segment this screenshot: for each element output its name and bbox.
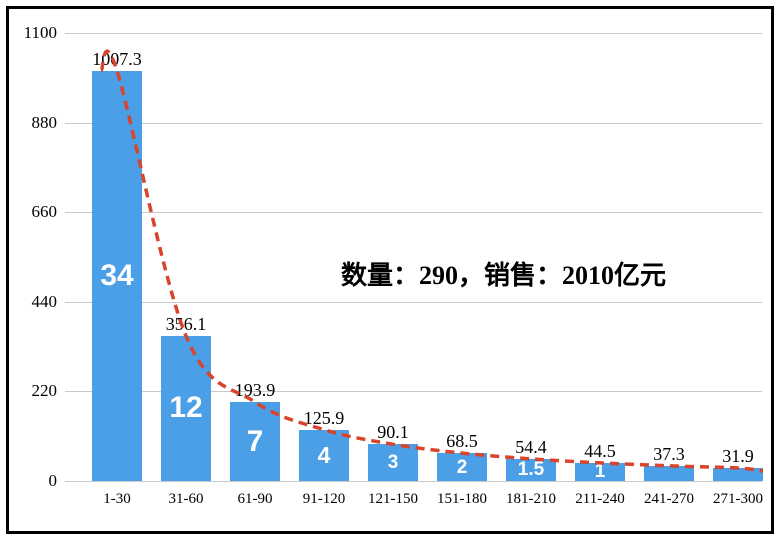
bar: [644, 465, 694, 481]
bar-value-label: 1007.3: [92, 48, 142, 69]
x-axis-label: 61-90: [237, 491, 273, 507]
bar-count-label: 4: [317, 441, 331, 468]
bar-value-label: 356.1: [165, 313, 207, 334]
bar-count-label: 1.5: [517, 459, 545, 481]
chart-frame: 0 220 440 660 880 1100 34 1007.3 12 356.1 7 193.9 4…: [6, 6, 774, 534]
bar-value-label: 37.3: [653, 443, 685, 464]
bar-value-label: 90.1: [377, 422, 409, 443]
y-axis-label: 660: [31, 202, 58, 222]
gridline: [65, 122, 762, 124]
bar: 34: [92, 70, 142, 481]
bar-value-label: 125.9: [303, 407, 345, 428]
bar-count-label: 7: [246, 424, 264, 458]
x-axis-label: 1-30: [103, 491, 131, 507]
x-axis-label: 271-300: [713, 491, 763, 507]
bar-value-label: 31.9: [722, 446, 754, 466]
bar: 1.5: [506, 458, 556, 481]
bar: 12: [161, 335, 211, 481]
bar-value-label: 54.4: [515, 436, 547, 457]
y-axis-label: 880: [31, 112, 58, 132]
gridline: [65, 212, 762, 214]
bar-count-label: 34: [100, 258, 134, 292]
bar-count-label: 1: [594, 461, 606, 483]
gridline: [65, 481, 762, 482]
bar-count-label: 2: [456, 456, 468, 478]
bar-count-label: 12: [169, 391, 203, 425]
x-axis-label: 241-270: [644, 491, 694, 507]
bar-count-label: 3: [387, 452, 399, 474]
y-axis-label: 440: [31, 291, 58, 311]
bar: [713, 468, 763, 481]
x-axis-label: 91-120: [302, 491, 346, 507]
bar: 3: [368, 444, 418, 481]
annotation-text: 数量：290，销售：2010亿元: [341, 261, 667, 290]
bar: 7: [230, 402, 280, 481]
bar-chart: 0 220 440 660 880 1100 34 1007.3 12 356.1 7 193.9 4…: [9, 9, 771, 531]
y-axis-label: 0: [48, 471, 58, 490]
bar: 4: [299, 429, 349, 481]
gridline: [65, 33, 762, 34]
x-axis-label: 151-180: [437, 491, 487, 507]
gridline: [65, 301, 762, 303]
bar-value-label: 193.9: [234, 380, 276, 401]
bar: 2: [437, 453, 487, 481]
x-axis-label: 211-240: [575, 491, 625, 507]
x-axis-label: 181-210: [506, 491, 556, 507]
y-axis-label: 220: [31, 381, 58, 401]
y-axis-label: 1100: [23, 23, 57, 42]
bar-value-label: 68.5: [446, 431, 478, 452]
x-axis-label: 31-60: [168, 491, 204, 507]
x-axis-label: 121-150: [368, 491, 418, 507]
bar-value-label: 44.5: [584, 440, 616, 461]
bar: 1: [575, 461, 625, 483]
